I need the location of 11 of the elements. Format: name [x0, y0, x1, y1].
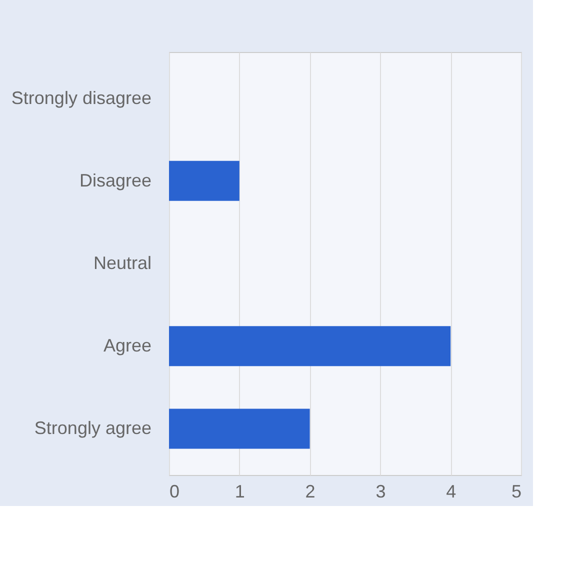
x-tick-label: 1	[234, 482, 245, 502]
x-tick-label: 5	[511, 482, 522, 502]
y-tick-label: Disagree	[79, 170, 152, 190]
y-tick-label: Agree	[103, 336, 152, 356]
y-tick-label: Strongly disagree	[11, 88, 152, 108]
x-tick-label: 4	[446, 482, 456, 502]
y-tick-label: Neutral	[93, 253, 152, 273]
y-tick-label: Strongly agree	[34, 418, 152, 438]
x-tick-label: 2	[305, 482, 316, 502]
x-tick-label: 0	[170, 482, 180, 502]
x-tick-label: 3	[376, 482, 386, 502]
